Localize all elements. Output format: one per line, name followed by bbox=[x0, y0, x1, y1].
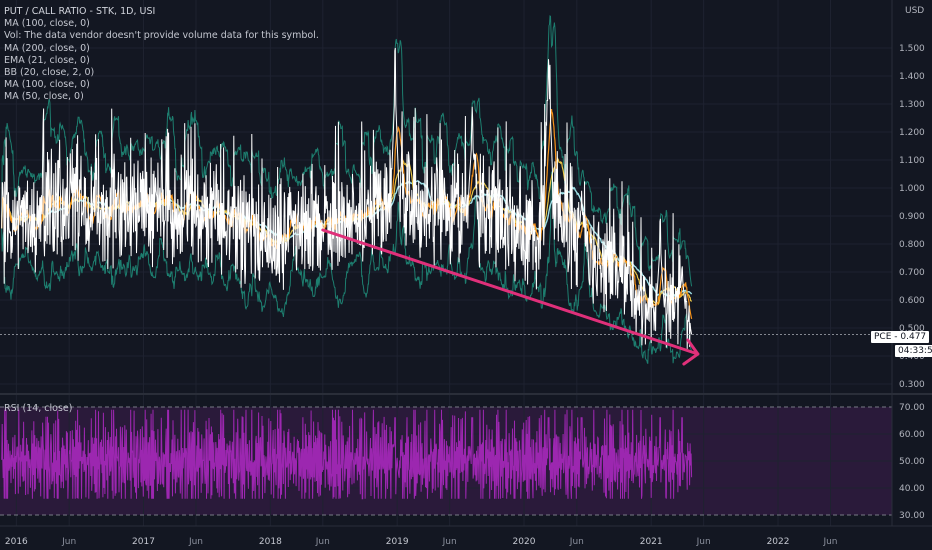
trendline-arrowhead bbox=[682, 338, 700, 366]
legend-bb-20[interactable]: BB (20, close, 2, 0) bbox=[4, 67, 95, 79]
y-tick-label: 1.200 bbox=[899, 128, 925, 138]
last-price-separator: - bbox=[894, 332, 901, 342]
bb-lower-line bbox=[1, 171, 693, 364]
y-tick-label: 0.500 bbox=[899, 324, 925, 334]
last-price-value: 0.477 bbox=[900, 332, 927, 342]
x-tick-label: Jun bbox=[61, 537, 76, 547]
rsi-tick-label: 30.00 bbox=[899, 511, 925, 521]
x-tick-label: Jun bbox=[315, 537, 330, 547]
rsi-tick-label: 40.00 bbox=[899, 484, 925, 494]
y-tick-label: 0.600 bbox=[899, 296, 925, 306]
x-tick-label: 2021 bbox=[640, 537, 663, 547]
symbol-title[interactable]: PUT / CALL RATIO - STK, 1D, USI bbox=[4, 6, 156, 17]
rsi-tick-label: 60.00 bbox=[899, 430, 925, 440]
rsi-line bbox=[1, 409, 693, 500]
legend-volume[interactable]: Vol: The data vendor doesn't provide vol… bbox=[4, 30, 319, 42]
price-line bbox=[1, 47, 693, 349]
x-tick-label: 2022 bbox=[767, 537, 790, 547]
y-tick-label: 0.700 bbox=[899, 268, 925, 278]
y-tick-label: 1.400 bbox=[899, 72, 925, 82]
y-tick-label: 0.800 bbox=[899, 240, 925, 250]
last-price-symbol: PCE bbox=[874, 332, 892, 342]
x-tick-label: Jun bbox=[188, 537, 203, 547]
x-tick-label: 2019 bbox=[386, 537, 409, 547]
x-tick-label: Jun bbox=[696, 537, 711, 547]
indicator-legend: PUT / CALL RATIO - STK, 1D, USI MA (100,… bbox=[4, 6, 319, 104]
y-tick-label: 0.300 bbox=[899, 380, 925, 390]
y-tick-label: 0.400 bbox=[899, 352, 925, 362]
rsi-legend[interactable]: RSI (14, close) bbox=[4, 403, 73, 414]
legend-ma-100[interactable]: MA (100, close, 0) bbox=[4, 18, 90, 30]
x-tick-label: Jun bbox=[442, 537, 457, 547]
legend-ma-50[interactable]: MA (50, close, 0) bbox=[4, 91, 84, 103]
rsi-tick-label: 50.00 bbox=[899, 457, 925, 467]
legend-ema-21[interactable]: EMA (21, close, 0) bbox=[4, 54, 90, 66]
y-tick-label: 1.300 bbox=[899, 100, 925, 110]
y-tick-label: 0.900 bbox=[899, 212, 925, 222]
legend-ma-100-b[interactable]: MA (100, close, 0) bbox=[4, 79, 90, 91]
x-tick-label: 2020 bbox=[513, 537, 536, 547]
currency-label[interactable]: USD bbox=[905, 6, 925, 16]
x-tick-label: Jun bbox=[569, 537, 584, 547]
legend-ma-200[interactable]: MA (200, close, 0) bbox=[4, 42, 90, 54]
trendline-arrow bbox=[321, 228, 700, 356]
x-tick-label: 2016 bbox=[5, 537, 28, 547]
bb-upper-line bbox=[1, 15, 693, 287]
y-tick-label: 1.100 bbox=[899, 156, 925, 166]
y-tick-label: 1.000 bbox=[899, 184, 925, 194]
x-tick-label: Jun bbox=[822, 537, 837, 547]
last-price-tag: PCE - 0.477 bbox=[871, 331, 930, 343]
x-tick-label: 2017 bbox=[132, 537, 155, 547]
y-tick-label: 1.500 bbox=[899, 44, 925, 54]
x-tick-label: 2018 bbox=[259, 537, 282, 547]
rsi-tick-label: 70.00 bbox=[899, 403, 925, 413]
bar-countdown: 04:33:58 bbox=[895, 345, 932, 357]
